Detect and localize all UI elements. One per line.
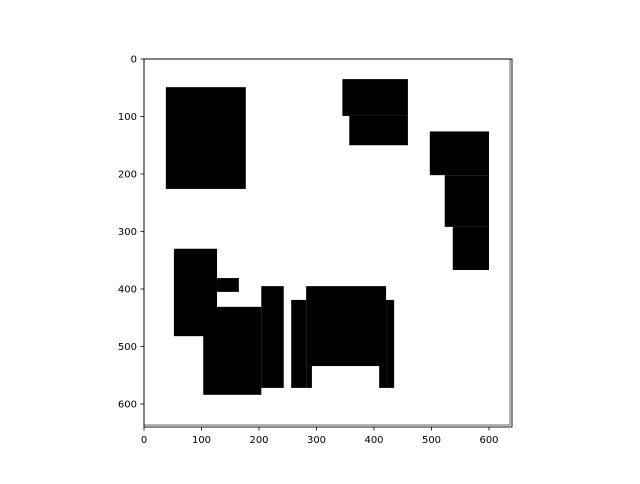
x-tick-label: 400 [364, 435, 383, 446]
region-bottom-table-shape [291, 299, 307, 388]
region-bottom-left-shape [261, 286, 284, 388]
region-top-right-block [349, 115, 408, 146]
y-tick-label: 600 [118, 400, 137, 411]
y-tick-label: 500 [118, 342, 137, 353]
region-right-column [452, 226, 489, 271]
region-right-column [429, 131, 489, 176]
y-tick-label: 100 [118, 112, 137, 123]
axes-frame [143, 58, 513, 428]
region-right-column [444, 175, 489, 227]
x-tick-label: 500 [422, 435, 441, 446]
y-tick-label: 200 [118, 170, 137, 181]
region-bottom-table-shape [306, 286, 387, 367]
region-bottom-table-shape [379, 366, 387, 388]
x-tick-label: 100 [192, 435, 211, 446]
filled-regions [165, 79, 489, 395]
region-bottom-table-shape [306, 366, 312, 388]
y-tick-label: 400 [118, 285, 137, 296]
region-top-left-block [165, 87, 246, 189]
y-tick-label: 300 [118, 227, 137, 238]
region-top-right-block [342, 79, 408, 116]
x-tick-label: 0 [141, 435, 147, 446]
y-axis: 0 100 200 300 400 500 600 [118, 55, 144, 411]
region-bottom-table-shape [386, 299, 395, 388]
y-tick-label: 0 [131, 55, 137, 66]
x-tick-label: 300 [307, 435, 326, 446]
region-bottom-left-shape [217, 278, 239, 292]
x-tick-label: 200 [249, 435, 268, 446]
x-tick-label: 600 [479, 435, 498, 446]
region-bottom-left-shape [203, 306, 262, 395]
x-axis: 0 100 200 300 400 500 600 [141, 427, 499, 446]
